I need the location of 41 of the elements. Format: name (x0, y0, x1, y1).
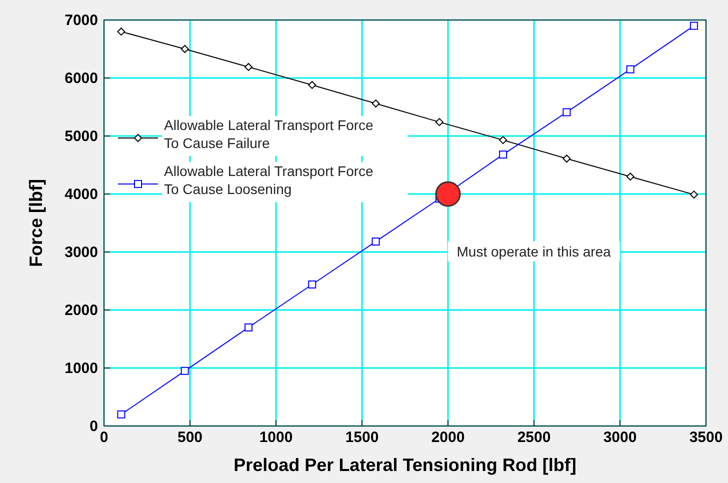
point (626, 65, 634, 74)
x-tick-label: 3500 (689, 429, 723, 446)
point (372, 100, 380, 108)
point (117, 410, 126, 418)
x-tick-label: 500 (177, 429, 203, 446)
annotation: Must operate in this area (456, 243, 612, 260)
y-tick-label: 7000 (64, 12, 98, 29)
point (117, 28, 126, 36)
point (690, 190, 698, 199)
y-axis-title: Force [lbf] (26, 179, 46, 267)
y-tick-label: 6000 (64, 70, 98, 87)
point (562, 108, 571, 116)
point (626, 172, 634, 181)
x-tick-label: 2000 (431, 429, 465, 446)
point (499, 136, 508, 144)
legend-label: Allowable Lateral Transport Force To Cause Loosening (164, 163, 374, 197)
point (180, 366, 189, 375)
point (562, 154, 571, 163)
x-tick-label: 0 (100, 429, 108, 446)
point (435, 181, 461, 207)
x-axis-title: Preload Per Lateral Tensioning Rod [lbf] (234, 455, 576, 475)
y-tick-label: 2000 (64, 302, 98, 319)
y-tick-label: 3000 (64, 244, 98, 261)
point (244, 62, 252, 71)
y-tick-label: 1000 (64, 360, 98, 377)
point (372, 238, 380, 246)
point (308, 280, 316, 288)
x-tick-label: 1000 (259, 429, 293, 446)
point (435, 118, 444, 126)
point (499, 150, 508, 159)
y-tick-label: 5000 (64, 128, 98, 145)
x-tick-label: 2500 (517, 429, 551, 446)
y-tick-label: 0 (90, 418, 98, 435)
point (180, 45, 189, 53)
point (308, 80, 316, 89)
x-tick-label: 1500 (345, 429, 379, 446)
legend-label: Allowable Lateral Transport Force To Cause Failure (164, 117, 374, 151)
point (244, 323, 252, 332)
point (690, 22, 698, 30)
x-tick-label: 3000 (603, 429, 637, 446)
y-tick-label: 4000 (64, 186, 98, 203)
